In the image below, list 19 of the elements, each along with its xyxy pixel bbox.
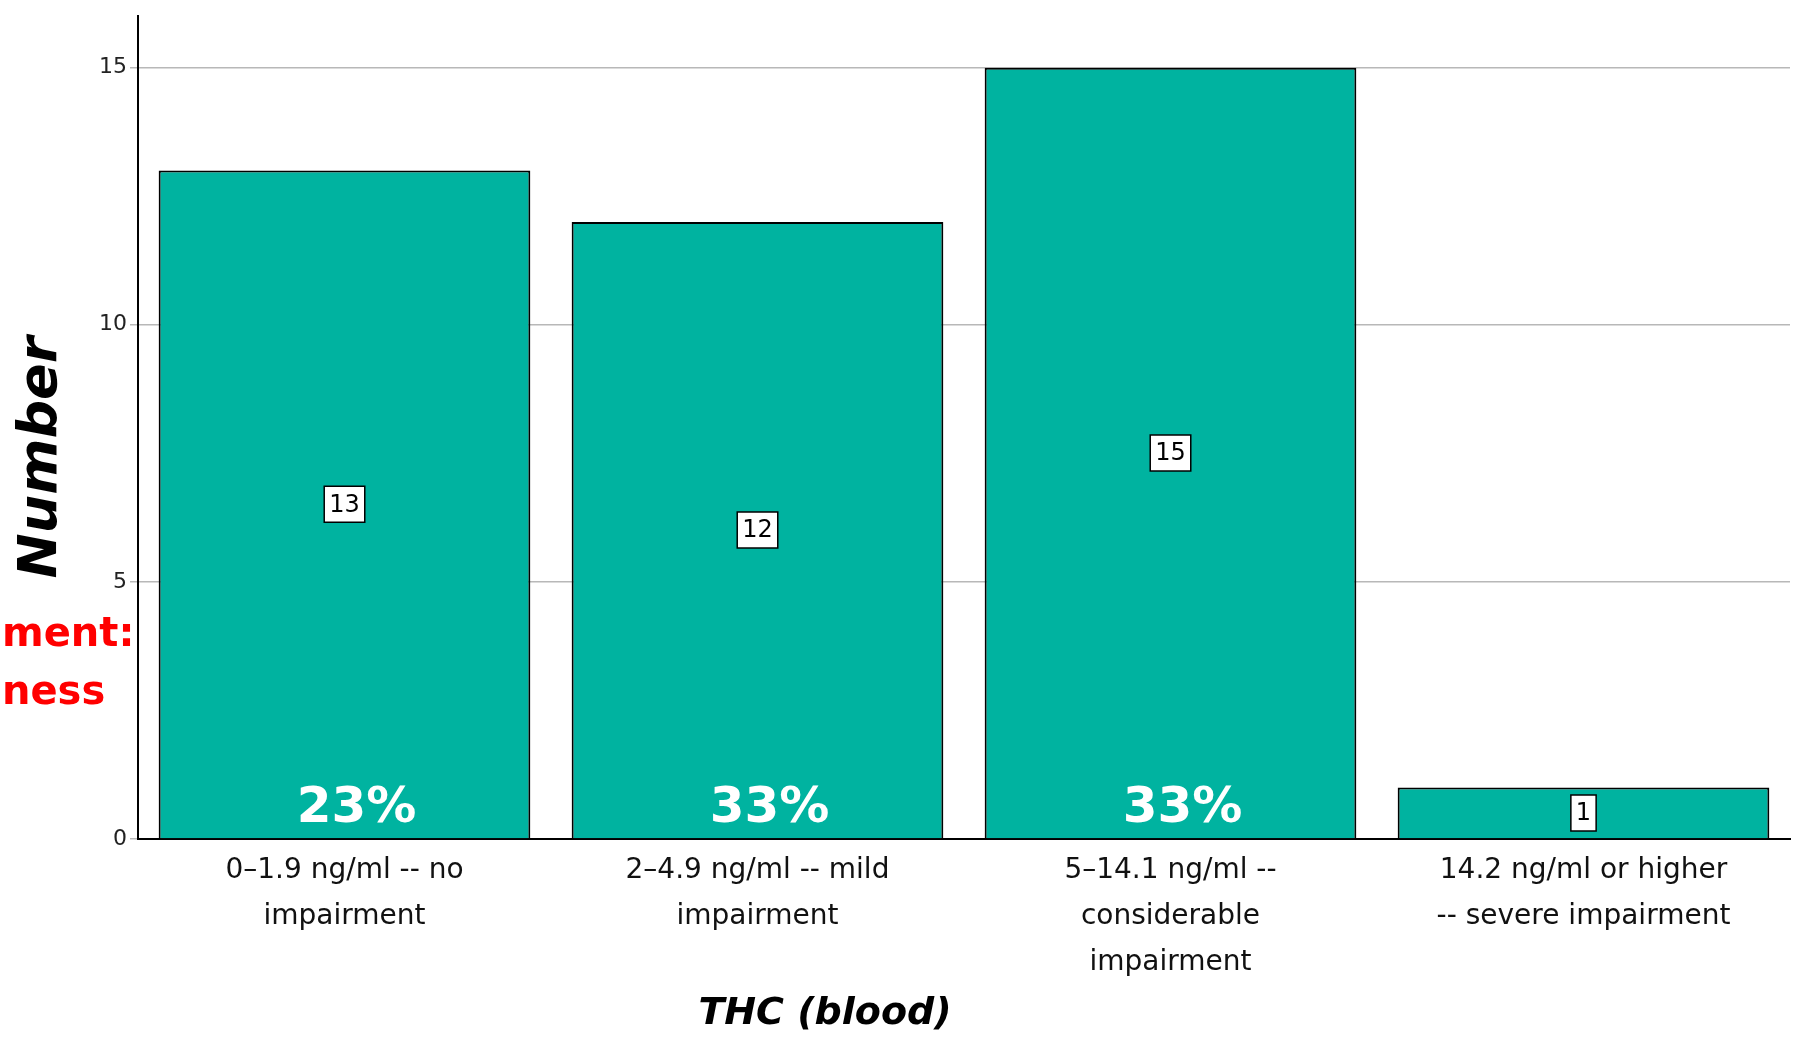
- text: ment:: [2, 609, 135, 656]
- text: ness: [2, 667, 106, 714]
- annotation: 23%: [296, 775, 417, 834]
- y-tick-label: 5: [112, 567, 127, 593]
- y-tick-label: 10: [98, 310, 127, 336]
- data-label: 15: [1155, 438, 1186, 467]
- y-axis-title: Number: [6, 333, 70, 579]
- data-label: 13: [329, 489, 360, 518]
- y-tick-label: 0: [112, 824, 127, 850]
- x-tick-label: 0–1.9 ng/ml -- no impairment: [225, 852, 464, 932]
- data-label: 12: [742, 515, 773, 544]
- x-axis-title: THC (blood): [698, 988, 952, 1033]
- x-tick-label: 5–14.1 ng/ml -- considerable impairment: [1064, 852, 1277, 978]
- x-tick-label: 14.2 ng/ml or higher -- severe impairment: [1436, 852, 1731, 932]
- annotation: 33%: [709, 775, 830, 834]
- data-label: 1: [1575, 798, 1592, 827]
- annotation: 33%: [1122, 775, 1243, 834]
- y-tick-label: 15: [98, 53, 127, 79]
- x-tick-label: 2–4.9 ng/ml -- mild impairment: [625, 852, 890, 932]
